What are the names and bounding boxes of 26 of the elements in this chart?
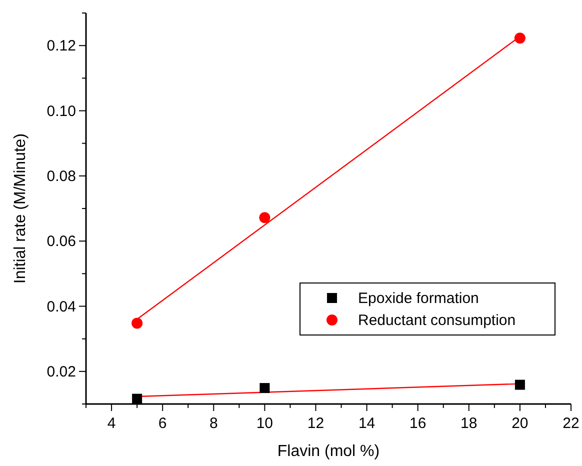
x-tick-label: 8	[209, 415, 218, 432]
x-tick-label: 20	[512, 415, 528, 432]
y-axis-title: Initial rate (M/Minute)	[12, 133, 29, 284]
legend-label: Epoxide formation	[358, 290, 479, 307]
point	[259, 212, 270, 224]
y-tick-label: 0.10	[46, 102, 76, 120]
x-tick-label: 10	[256, 415, 274, 432]
y-tick-label: 0.02	[46, 363, 76, 380]
x-tick-label: 12	[307, 415, 324, 432]
point	[132, 318, 143, 329]
point	[132, 394, 142, 404]
point	[260, 383, 270, 394]
legend-label: Reductant consumption	[358, 312, 516, 329]
y-tick-label: 0.04	[46, 298, 76, 316]
y-tick-label: 0.06	[46, 233, 76, 250]
x-tick-label: 14	[358, 415, 376, 432]
y-tick-label: 0.08	[46, 168, 76, 185]
x-axis-title: Flavin (mol %)	[277, 443, 380, 460]
x-tick-label: 4	[107, 415, 116, 432]
x-tick-label: 18	[460, 415, 478, 432]
x-tick-label: 6	[158, 415, 167, 432]
point	[514, 380, 525, 390]
point	[514, 32, 526, 44]
x-tick-label: 22	[562, 415, 580, 432]
y-tick-label: 0.12	[46, 38, 76, 55]
x-tick-label: 16	[410, 415, 426, 432]
